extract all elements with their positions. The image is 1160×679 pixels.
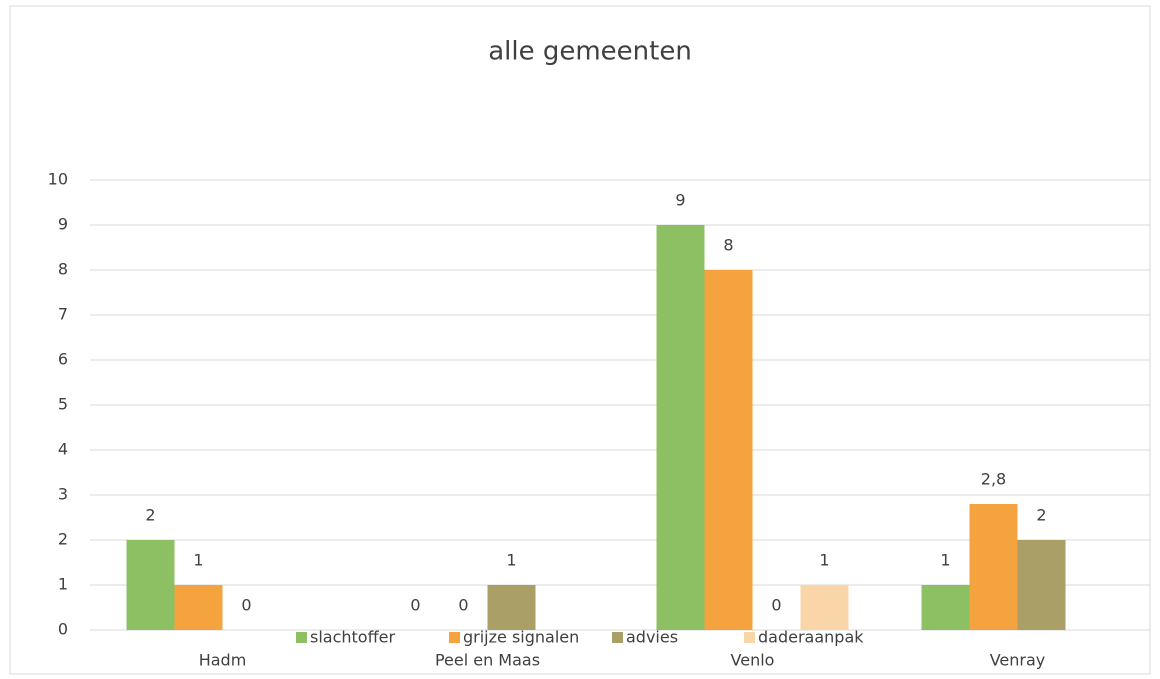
bar	[800, 585, 849, 630]
y-tick-label: 1	[58, 575, 68, 594]
bar	[656, 225, 705, 630]
data-label: 0	[410, 596, 420, 615]
data-label: 2	[1036, 506, 1046, 525]
data-label: 1	[819, 551, 829, 570]
x-tick-label: Peel en Maas	[435, 651, 540, 670]
legend-label: daderaanpak	[758, 628, 864, 647]
x-tick-label: Hadm	[199, 651, 247, 670]
bar	[174, 585, 223, 630]
data-label: 0	[771, 596, 781, 615]
data-label: 1	[940, 551, 950, 570]
y-tick-label: 8	[58, 260, 68, 279]
y-tick-label: 7	[58, 305, 68, 324]
data-label: 2,8	[981, 470, 1006, 489]
y-tick-label: 0	[58, 620, 68, 639]
bar	[704, 270, 753, 630]
legend-swatch	[612, 632, 623, 643]
data-label: 1	[193, 551, 203, 570]
bar	[126, 540, 175, 630]
data-label: 0	[241, 596, 251, 615]
chart-title: alle gemeenten	[488, 37, 692, 67]
legend-swatch	[296, 632, 307, 643]
legend-label: slachtoffer	[310, 628, 395, 647]
bar	[969, 504, 1018, 630]
y-tick-label: 3	[58, 485, 68, 504]
y-tick-label: 4	[58, 440, 68, 459]
y-tick-label: 2	[58, 530, 68, 549]
legend-label: advies	[626, 628, 678, 647]
bar	[487, 585, 536, 630]
bar	[921, 585, 970, 630]
legend-swatch	[449, 632, 460, 643]
legend-swatch	[744, 632, 755, 643]
data-label: 0	[458, 596, 468, 615]
legend-label: grijze signalen	[463, 628, 579, 647]
bar	[1017, 540, 1066, 630]
data-label: 2	[145, 506, 155, 525]
data-label: 1	[506, 551, 516, 570]
data-label: 9	[675, 191, 685, 210]
data-label: 8	[723, 236, 733, 255]
x-tick-label: Venray	[990, 651, 1046, 670]
chart-border	[9, 5, 1151, 675]
y-tick-label: 9	[58, 215, 68, 234]
x-tick-label: Venlo	[731, 651, 775, 670]
y-tick-label: 10	[48, 170, 68, 189]
y-tick-label: 6	[58, 350, 68, 369]
y-tick-label: 5	[58, 395, 68, 414]
